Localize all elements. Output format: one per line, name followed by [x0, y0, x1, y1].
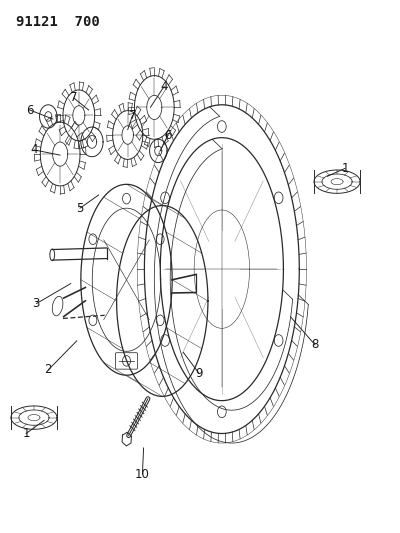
- Text: 1: 1: [22, 427, 30, 440]
- Text: 9: 9: [196, 367, 203, 380]
- Text: 6: 6: [26, 103, 34, 117]
- Text: 1: 1: [341, 162, 349, 175]
- Text: 91121  700: 91121 700: [16, 14, 100, 29]
- Text: 4: 4: [30, 143, 38, 156]
- Text: 10: 10: [135, 468, 150, 481]
- Text: 2: 2: [44, 364, 52, 376]
- Text: 7: 7: [70, 91, 78, 104]
- Text: 3: 3: [33, 297, 40, 310]
- Text: 7: 7: [129, 109, 136, 122]
- Text: 8: 8: [312, 338, 319, 351]
- Text: 6: 6: [164, 128, 172, 141]
- Text: 4: 4: [160, 80, 168, 93]
- Text: 5: 5: [76, 201, 84, 215]
